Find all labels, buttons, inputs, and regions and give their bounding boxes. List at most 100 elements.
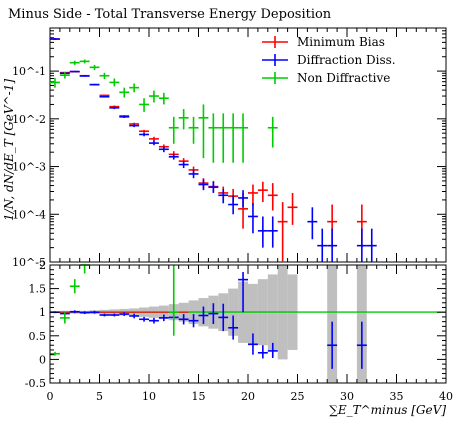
band-segment — [248, 283, 258, 346]
data-point — [356, 228, 367, 262]
data-point — [158, 146, 169, 153]
ratio-point — [228, 315, 239, 340]
data-point — [238, 113, 248, 163]
x-tick-label: 5 — [96, 390, 103, 403]
data-point — [238, 190, 248, 208]
data-point — [208, 181, 219, 193]
data-point — [257, 216, 268, 248]
ratio-point — [356, 321, 367, 369]
main-panel: 10^-5 10^-4 10^-3 10^-2 10^-1 Minimum Bias D… — [12, 27, 447, 269]
ratio-point — [79, 311, 90, 315]
data-point — [188, 169, 199, 179]
ratio-point — [257, 345, 268, 359]
data-point — [327, 228, 338, 262]
data-point — [139, 129, 149, 133]
data-point — [248, 184, 258, 206]
data-point — [149, 140, 159, 146]
ratio-data-layer — [50, 264, 446, 369]
data-point — [168, 116, 179, 144]
data-point — [168, 154, 179, 160]
y-tick-label: 10^-3 — [12, 161, 46, 174]
data-point — [198, 179, 209, 191]
main-data-layer — [50, 38, 377, 262]
ratio-uncertainty-band — [50, 265, 367, 383]
data-point — [139, 98, 149, 112]
data-point — [99, 95, 110, 98]
chart-title: Minus Side - Total Transverse Energy Dep… — [8, 7, 332, 22]
legend-label-non-diffractive: Non Diffractive — [297, 71, 390, 85]
data-point — [317, 228, 328, 262]
ratio-point — [168, 265, 179, 336]
ratio-tick-label: 2 — [39, 259, 46, 272]
x-tick-label: 20 — [241, 390, 255, 403]
data-point — [119, 87, 130, 98]
ratio-point — [69, 279, 80, 294]
legend-label-minimum-bias: Minimum Bias — [297, 35, 385, 49]
data-point — [277, 202, 288, 262]
data-point — [198, 104, 209, 159]
x-tick-label: 35 — [390, 390, 404, 403]
series-diffraction-diss — [50, 38, 377, 262]
ratio-tick-label: 0.5 — [29, 330, 47, 343]
data-point — [139, 132, 149, 137]
data-point — [109, 78, 120, 87]
x-tick-label: 30 — [340, 390, 354, 403]
data-point — [109, 106, 120, 110]
ratio-point — [129, 313, 140, 319]
ratio-point — [59, 312, 70, 324]
x-tick-label: 25 — [291, 390, 305, 403]
ratio-point — [89, 310, 100, 314]
x-tick-label: 10 — [142, 390, 156, 403]
ratio-point — [69, 310, 80, 314]
data-point — [79, 59, 90, 64]
ratio-point — [238, 272, 248, 313]
series-minimum-bias — [50, 38, 367, 262]
data-point — [89, 64, 100, 71]
legend-label-diffraction-diss: Diffraction Diss. — [297, 53, 396, 67]
ratio-point — [248, 333, 258, 355]
ratio-point — [188, 314, 199, 328]
y-tick-label: 10^-1 — [12, 65, 46, 78]
data-point — [69, 70, 80, 73]
data-point — [99, 72, 110, 80]
ratio-series-non-diffractive — [50, 264, 179, 356]
ratio-point — [79, 264, 90, 274]
ratio-point — [218, 303, 229, 332]
data-point — [50, 38, 60, 40]
data-point — [59, 72, 70, 79]
data-point — [50, 77, 60, 88]
x-tick-label: 15 — [192, 390, 206, 403]
ratio-panel: -0.500.511.52 0 5 10 15 20 25 30 35 40 — [25, 28, 453, 403]
data-point — [267, 183, 278, 211]
x-axis-ticks: 0 5 10 15 20 25 30 35 40 — [47, 28, 453, 403]
data-point — [178, 109, 189, 130]
ratio-point — [178, 314, 189, 325]
data-point — [79, 75, 90, 77]
data-point — [267, 116, 278, 148]
y-tick-label: 10^-4 — [12, 208, 46, 221]
ratio-point — [327, 321, 338, 369]
ratio-tick-label: 0 — [39, 353, 46, 366]
ratio-point — [109, 313, 120, 317]
ratio-y-axis-ticks: -0.5 0 0.5 1 1.5 2 — [25, 259, 446, 390]
data-point — [248, 203, 258, 234]
ratio-point — [149, 317, 159, 324]
data-point — [149, 136, 159, 142]
data-point — [218, 188, 229, 204]
ratio-point — [139, 316, 149, 322]
data-point — [89, 83, 100, 86]
series-non-diffractive — [50, 59, 278, 163]
data-point — [228, 195, 239, 215]
ratio-tick-label: 1 — [39, 306, 46, 319]
legend: Minimum Bias Diffraction Diss. Non Diffr… — [262, 35, 396, 85]
data-point — [218, 113, 229, 163]
x-tick-label: 0 — [47, 390, 54, 403]
data-point — [287, 192, 298, 225]
data-point — [208, 113, 219, 163]
ratio-point — [50, 351, 60, 356]
x-axis-label: ∑E_T^minus [GeV] — [329, 403, 446, 417]
y-axis-label: 1/N, dN/dE_T [GeV^-1] — [2, 79, 16, 221]
data-point — [228, 113, 239, 163]
ratio-point — [99, 313, 110, 317]
ratio-tick-label: -0.5 — [25, 377, 46, 390]
